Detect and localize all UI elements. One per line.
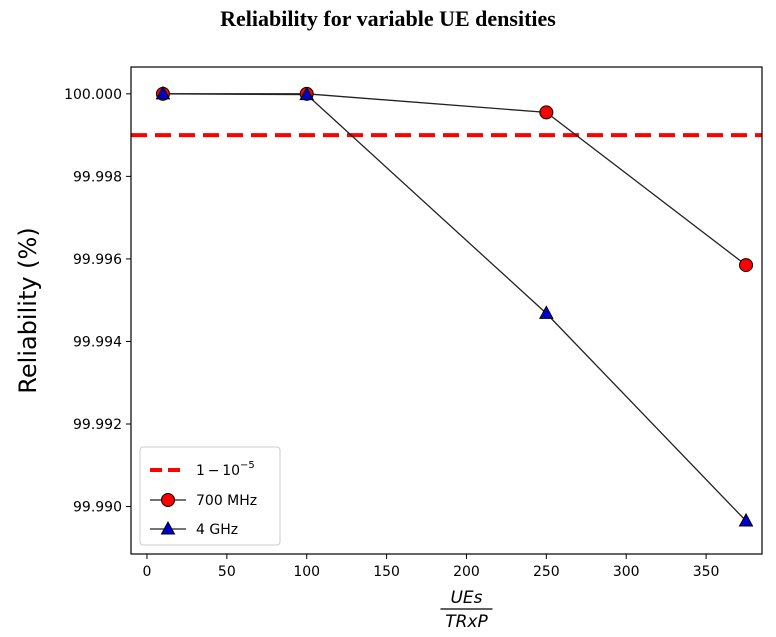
x-tick-label: 0 (143, 564, 152, 580)
x-axis-label-denominator: TRxP (445, 612, 488, 632)
x-tick-label: 50 (218, 564, 236, 580)
y-tick-label: 99.990 (73, 500, 122, 516)
legend-marker-4ghz (160, 520, 176, 535)
x-tick-label: 200 (453, 564, 480, 580)
chart-title: Reliability for variable UE densities (220, 6, 556, 31)
x-axis: 0 50 100 150 200 250 300 350 (143, 554, 720, 580)
legend-label-threshold-base: 1 − 10 (196, 463, 240, 479)
y-tick-label: 99.996 (73, 252, 122, 268)
x-tick-label: 250 (533, 564, 560, 580)
point-4ghz (539, 305, 554, 319)
legend-label-threshold: 1 − 10−5 (196, 460, 255, 479)
point-700mhz (539, 105, 554, 120)
series-line-700mhz (162, 93, 747, 266)
x-tick-label: 150 (373, 564, 400, 580)
plot-frame (130, 66, 763, 555)
y-tick-label: 99.994 (73, 334, 122, 350)
point-4ghz (738, 512, 754, 527)
y-axis: 99.990 99.992 99.994 99.996 99.998 100.000 (64, 87, 131, 516)
series-line-4ghz (162, 93, 747, 522)
plot-marks (131, 85, 762, 527)
y-tick-label: 100.000 (64, 87, 122, 103)
y-tick-label: 99.998 (73, 169, 122, 185)
point-4ghz (155, 85, 171, 100)
x-tick-label: 300 (613, 564, 640, 580)
y-axis-label: Reliability (%) (14, 227, 42, 393)
point-700mhz (739, 258, 754, 273)
y-tick-label: 99.992 (73, 417, 122, 433)
legend-marker-700mhz (161, 493, 175, 507)
x-axis-label-numerator: UEs (450, 588, 482, 608)
legend-label-threshold-exponent: −5 (240, 460, 255, 471)
point-4ghz (299, 86, 315, 101)
x-tick-label: 350 (693, 564, 720, 580)
legend: 1 − 10−5 700 MHz 4 GHz (139, 446, 281, 546)
x-tick-label: 100 (293, 564, 320, 580)
legend-label-700mhz: 700 MHz (196, 493, 257, 509)
x-axis-label: UEs TRxP (440, 588, 493, 632)
legend-label-4ghz: 4 GHz (196, 522, 238, 538)
